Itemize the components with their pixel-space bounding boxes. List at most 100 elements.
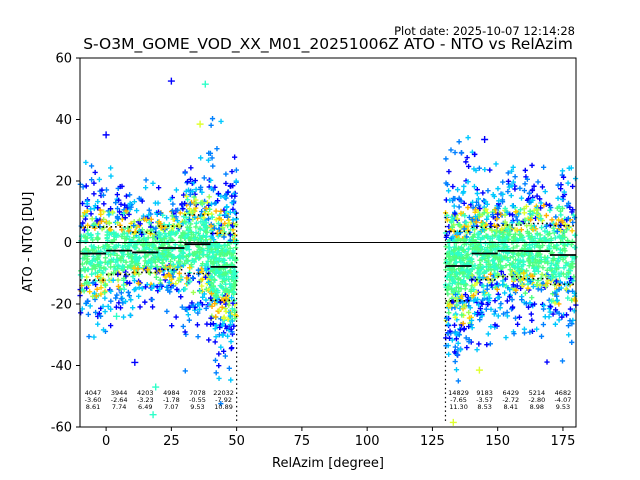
data-point xyxy=(455,237,461,243)
data-point xyxy=(570,183,576,190)
data-point xyxy=(472,245,478,251)
data-point xyxy=(164,308,170,314)
data-point xyxy=(500,282,506,288)
data-point xyxy=(98,260,104,266)
data-point xyxy=(100,270,106,276)
data-point xyxy=(83,285,90,291)
data-point xyxy=(90,279,96,286)
data-point xyxy=(136,284,142,291)
data-point xyxy=(480,190,486,196)
data-point xyxy=(462,213,468,219)
data-point xyxy=(570,219,576,226)
data-point xyxy=(523,203,530,210)
data-point xyxy=(452,314,458,320)
data-point xyxy=(479,227,486,233)
data-point xyxy=(487,341,493,347)
data-point xyxy=(125,225,131,231)
data-point xyxy=(174,286,180,293)
data-point xyxy=(444,259,450,265)
data-point xyxy=(88,211,94,217)
data-point xyxy=(513,287,519,293)
data-point xyxy=(505,250,511,257)
data-point xyxy=(470,205,476,211)
data-point xyxy=(142,299,148,305)
data-point xyxy=(477,305,483,312)
data-point xyxy=(123,208,129,214)
data-point xyxy=(464,344,470,351)
data-point xyxy=(181,218,188,225)
data-point xyxy=(108,306,114,312)
data-point xyxy=(504,298,510,304)
data-point xyxy=(465,268,471,274)
data-point xyxy=(81,210,88,216)
data-point xyxy=(528,234,534,240)
data-point xyxy=(226,289,232,295)
data-point xyxy=(157,268,163,274)
y-tick-label: -20 xyxy=(51,298,72,313)
data-point xyxy=(118,296,124,302)
data-point xyxy=(480,275,486,281)
data-point xyxy=(210,253,216,259)
data-point xyxy=(550,311,556,317)
data-point xyxy=(193,230,199,236)
data-point xyxy=(553,214,559,220)
data-point xyxy=(149,304,156,310)
bin-statistics-labels: 4047-3.608.61 3944-2.647.74 4203-3.236.49 4… xyxy=(85,389,572,411)
bin-stat-std: 7.07 xyxy=(164,403,178,411)
data-point xyxy=(95,221,101,227)
data-point xyxy=(522,181,528,187)
data-point xyxy=(157,220,163,227)
data-point xyxy=(538,287,544,293)
plot-date: Plot date: 2025-10-07 12:14:28 xyxy=(394,24,575,38)
data-point xyxy=(475,265,481,271)
data-point xyxy=(551,256,557,262)
data-point xyxy=(135,280,142,286)
data-point xyxy=(485,213,491,219)
data-point xyxy=(488,306,494,312)
data-point xyxy=(444,217,450,223)
data-point xyxy=(225,316,231,322)
data-point xyxy=(552,269,558,275)
data-point xyxy=(104,229,110,235)
data-point xyxy=(197,250,203,256)
data-point xyxy=(206,337,212,343)
data-point xyxy=(444,274,450,281)
y-tick-label: 0 xyxy=(64,236,72,251)
data-point xyxy=(84,274,90,280)
data-point xyxy=(197,288,203,294)
data-point xyxy=(513,214,519,220)
data-point xyxy=(546,314,552,320)
bin-stat-count: 6429 xyxy=(502,389,519,397)
data-point xyxy=(455,378,461,384)
data-point xyxy=(464,154,470,161)
data-point xyxy=(466,163,472,170)
data-point xyxy=(449,418,457,426)
data-point xyxy=(478,236,484,242)
data-point xyxy=(208,228,215,234)
data-point xyxy=(175,264,181,270)
data-point xyxy=(538,216,544,222)
data-point xyxy=(511,275,517,282)
data-point xyxy=(188,262,194,268)
data-point xyxy=(127,312,133,318)
data-point xyxy=(139,198,145,204)
data-point xyxy=(225,189,231,195)
data-point xyxy=(209,303,215,309)
data-point xyxy=(167,232,173,238)
bin-stat-std: 8.53 xyxy=(477,403,491,411)
data-point xyxy=(474,280,480,286)
data-point xyxy=(94,286,100,292)
data-point xyxy=(231,283,237,289)
data-point xyxy=(456,266,462,272)
data-point xyxy=(231,198,237,204)
data-point xyxy=(170,230,177,236)
data-point xyxy=(445,284,452,290)
data-point xyxy=(199,268,205,274)
data-point xyxy=(201,175,207,181)
data-point xyxy=(211,277,217,283)
data-point xyxy=(511,263,517,269)
data-point xyxy=(192,191,198,197)
data-point xyxy=(461,278,467,284)
data-point xyxy=(191,194,197,200)
data-point xyxy=(548,298,555,304)
